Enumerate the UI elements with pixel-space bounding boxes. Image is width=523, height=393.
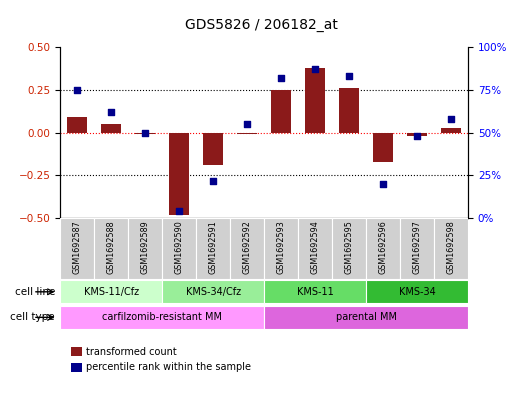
- Bar: [203, 133, 223, 165]
- Bar: [264, 218, 298, 279]
- Bar: [230, 218, 264, 279]
- Text: GSM1692592: GSM1692592: [243, 220, 252, 274]
- Bar: [67, 117, 87, 133]
- Point: [209, 177, 218, 184]
- Point: [379, 181, 388, 187]
- Bar: [162, 218, 196, 279]
- Text: GSM1692589: GSM1692589: [141, 220, 150, 274]
- Text: GSM1692594: GSM1692594: [311, 220, 320, 274]
- Text: cell line: cell line: [15, 287, 55, 297]
- Bar: [373, 133, 393, 162]
- Bar: [101, 124, 121, 133]
- Bar: [60, 218, 94, 279]
- Point: [345, 73, 354, 79]
- Bar: [94, 218, 128, 279]
- Bar: [196, 218, 230, 279]
- Bar: [407, 133, 427, 136]
- Text: GSM1692597: GSM1692597: [413, 220, 422, 274]
- Text: carfilzomib-resistant MM: carfilzomib-resistant MM: [102, 312, 222, 322]
- Bar: [271, 90, 291, 133]
- Bar: [128, 218, 162, 279]
- Bar: [366, 280, 468, 303]
- Text: cell type: cell type: [10, 312, 55, 322]
- Text: percentile rank within the sample: percentile rank within the sample: [86, 362, 251, 373]
- Point: [175, 208, 184, 215]
- Text: GSM1692591: GSM1692591: [209, 220, 218, 274]
- Bar: [237, 133, 257, 134]
- Text: GSM1692588: GSM1692588: [107, 220, 116, 274]
- Text: GSM1692587: GSM1692587: [73, 220, 82, 274]
- Point: [243, 121, 252, 127]
- Text: KMS-11/Cfz: KMS-11/Cfz: [84, 287, 139, 297]
- Text: KMS-34/Cfz: KMS-34/Cfz: [186, 287, 241, 297]
- Point: [141, 130, 150, 136]
- Bar: [400, 218, 434, 279]
- Point: [277, 75, 286, 81]
- Point: [107, 109, 116, 115]
- Bar: [60, 280, 162, 303]
- Bar: [60, 306, 264, 329]
- Text: GSM1692593: GSM1692593: [277, 220, 286, 274]
- Point: [447, 116, 456, 122]
- Bar: [135, 133, 155, 134]
- Point: [413, 133, 422, 139]
- Bar: [169, 133, 189, 215]
- Text: KMS-11: KMS-11: [297, 287, 334, 297]
- Bar: [339, 88, 359, 133]
- Bar: [434, 218, 468, 279]
- Text: parental MM: parental MM: [336, 312, 396, 322]
- Bar: [441, 127, 461, 133]
- Bar: [264, 306, 468, 329]
- Bar: [162, 280, 264, 303]
- Text: GSM1692596: GSM1692596: [379, 220, 388, 274]
- Text: KMS-34: KMS-34: [399, 287, 436, 297]
- Bar: [305, 68, 325, 133]
- Text: GSM1692598: GSM1692598: [447, 220, 456, 274]
- Text: GSM1692595: GSM1692595: [345, 220, 354, 274]
- Bar: [366, 218, 400, 279]
- Text: transformed count: transformed count: [86, 347, 177, 357]
- Bar: [264, 280, 366, 303]
- Text: GDS5826 / 206182_at: GDS5826 / 206182_at: [185, 18, 338, 32]
- Point: [311, 66, 320, 73]
- Point: [73, 87, 82, 93]
- Bar: [332, 218, 366, 279]
- Text: GSM1692590: GSM1692590: [175, 220, 184, 274]
- Bar: [298, 218, 332, 279]
